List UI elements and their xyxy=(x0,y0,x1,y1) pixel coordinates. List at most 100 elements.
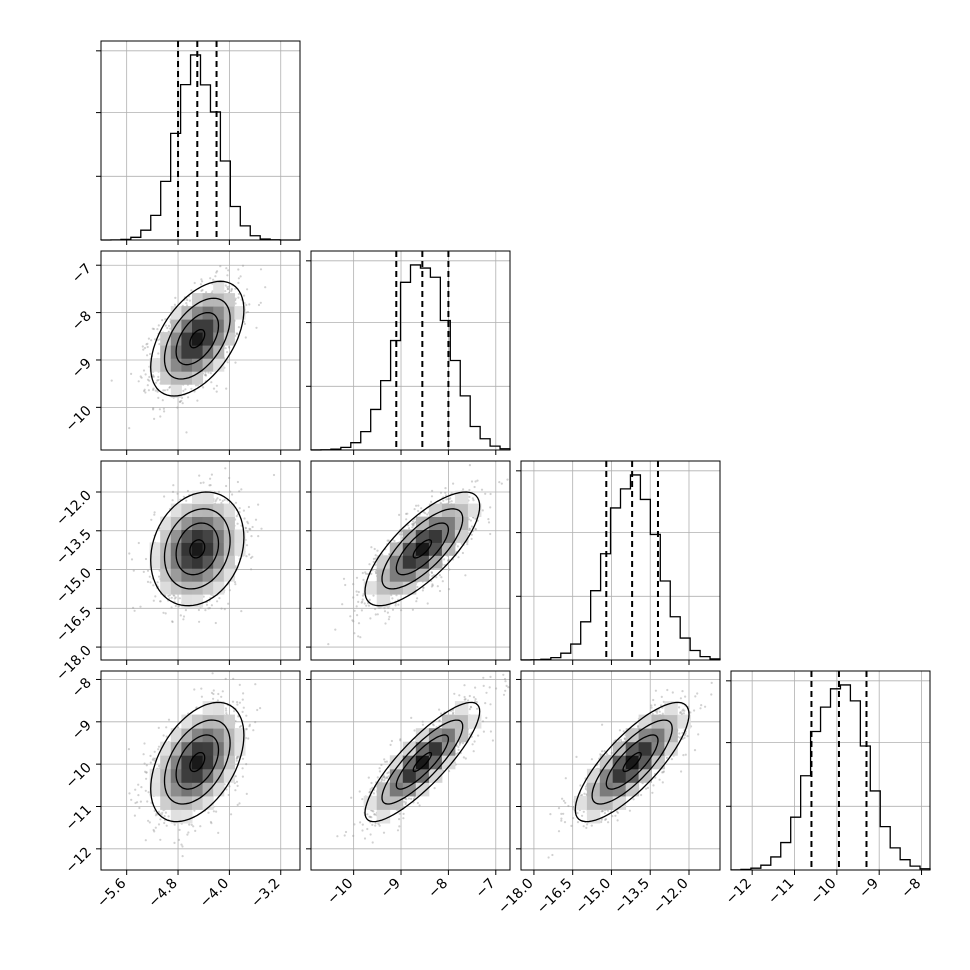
scatter-point xyxy=(169,385,172,389)
scatter-point xyxy=(226,274,229,277)
scatter-point xyxy=(224,467,227,470)
scatter-point xyxy=(415,504,418,507)
density-cell xyxy=(202,542,214,556)
density-cell xyxy=(234,306,246,320)
scatter-point xyxy=(232,677,235,681)
scatter-point xyxy=(185,499,188,502)
density-cell xyxy=(213,516,225,530)
scatter-point xyxy=(383,607,386,610)
scatter-point xyxy=(153,338,157,341)
density-cell xyxy=(181,529,193,543)
density-cell xyxy=(181,581,193,595)
scatter-point xyxy=(182,618,185,621)
scatter-point xyxy=(157,396,160,399)
contour-2 xyxy=(175,522,220,576)
scatter-point xyxy=(363,602,366,605)
scatter-point xyxy=(468,527,471,530)
scatter-point xyxy=(430,571,433,574)
scatter-point xyxy=(245,792,248,796)
scatter-point xyxy=(355,576,359,579)
scatter-point xyxy=(163,495,166,498)
density-cell xyxy=(192,490,204,505)
scatter-point xyxy=(426,602,429,605)
scatter-point xyxy=(152,584,155,587)
density-cell xyxy=(160,581,172,595)
density-cell xyxy=(402,529,417,543)
scatter-point xyxy=(176,406,179,409)
scatter-point xyxy=(140,376,143,379)
scatter-point xyxy=(430,500,433,503)
density-cell xyxy=(202,503,214,517)
density-cell xyxy=(223,516,235,530)
scatter-point xyxy=(171,490,175,493)
scatter-point xyxy=(415,600,418,603)
scatter-point xyxy=(235,759,238,762)
scatter-point xyxy=(500,482,503,485)
density-cell xyxy=(428,503,443,517)
scatter-point xyxy=(238,490,241,493)
scatter-point xyxy=(440,576,443,579)
scatter-point xyxy=(405,512,408,516)
scatter-point xyxy=(209,477,212,480)
scatter-point xyxy=(384,622,387,625)
scatter-point xyxy=(143,388,146,391)
scatter-point xyxy=(236,803,239,807)
scatter-point xyxy=(190,289,193,292)
scatter-point xyxy=(237,292,241,296)
scatter-point xyxy=(421,589,424,592)
scatter-point xyxy=(444,494,448,497)
scatter-point xyxy=(163,815,166,818)
scatter-point xyxy=(228,285,231,288)
scatter-point xyxy=(376,613,379,616)
density-cell xyxy=(192,332,204,346)
density-cell xyxy=(213,503,225,517)
scatter-point xyxy=(152,388,155,391)
scatter-point xyxy=(153,511,156,514)
scatter-point xyxy=(179,614,182,617)
histogram-0 xyxy=(100,54,301,241)
scatter-point xyxy=(365,604,368,607)
scatter-point xyxy=(148,375,151,379)
scatter-point xyxy=(235,332,238,335)
hist-panel-1 xyxy=(310,250,511,451)
density-cell xyxy=(441,516,456,530)
scatter-point xyxy=(489,506,492,509)
scatter-point xyxy=(249,556,253,560)
scatter-point xyxy=(234,302,237,305)
density-cell xyxy=(389,568,404,582)
scatter-point xyxy=(158,408,161,411)
scatter-point xyxy=(447,588,451,591)
scatter-point xyxy=(218,498,222,501)
density-cell xyxy=(376,568,391,582)
density-cell xyxy=(149,542,161,556)
scatter-point xyxy=(226,288,229,291)
scatter-point xyxy=(357,622,361,625)
scatter-point xyxy=(219,265,222,268)
scatter-point xyxy=(259,268,263,271)
scatter-point xyxy=(227,345,231,348)
scatter-point xyxy=(248,527,251,531)
scatter-point xyxy=(164,324,167,327)
scatter-point xyxy=(214,275,217,278)
scatter-point xyxy=(157,375,160,378)
scatter-point xyxy=(179,400,182,403)
scatter-point xyxy=(387,539,390,542)
scatter-point xyxy=(174,604,177,608)
scatter-point xyxy=(223,498,226,501)
scatter-point xyxy=(178,828,181,832)
scatter-point xyxy=(238,507,241,510)
density-cell xyxy=(363,581,378,595)
scatter-point xyxy=(244,527,248,530)
scatter-point xyxy=(430,495,434,498)
scatter-point xyxy=(411,526,414,529)
scatter-point xyxy=(148,575,151,578)
scatter-point xyxy=(211,290,214,293)
scatter-point xyxy=(164,612,167,615)
scatter-point xyxy=(177,838,181,842)
scatter-point xyxy=(372,560,375,563)
scatter-point xyxy=(391,597,394,600)
scatter-point xyxy=(476,479,479,482)
scatter-point xyxy=(422,586,425,589)
density-cell xyxy=(192,319,204,333)
scatter-point xyxy=(484,492,487,495)
